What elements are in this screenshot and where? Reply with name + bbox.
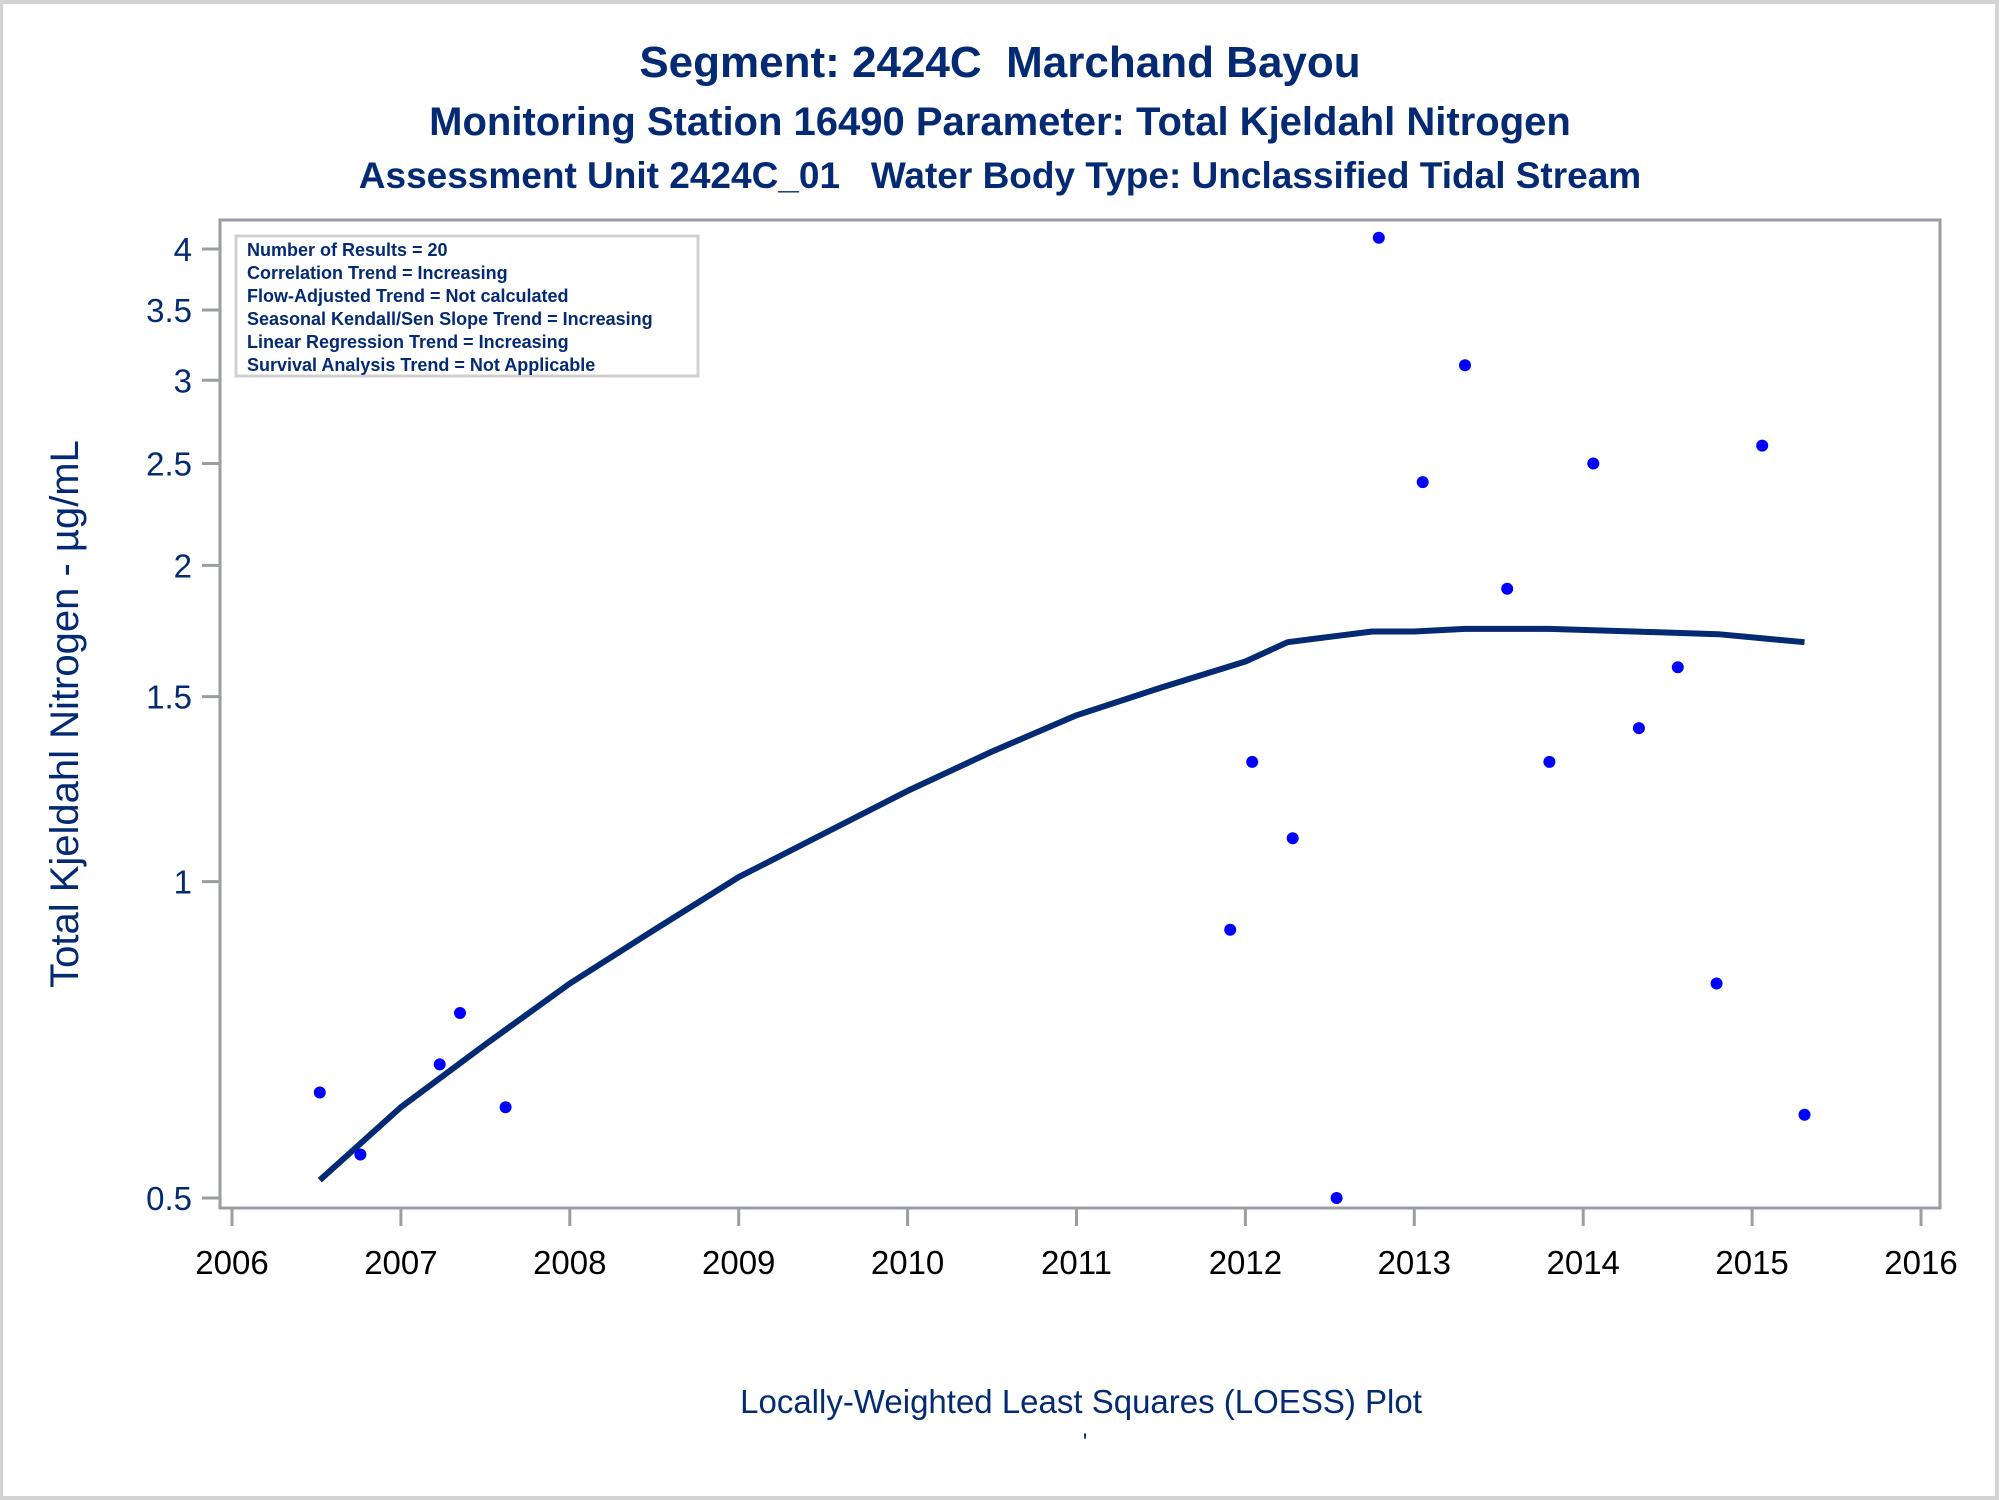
y-tick-label: 1 [174,864,192,901]
data-point [1632,722,1645,735]
data-point [1798,1108,1811,1121]
legend-line: Correlation Trend = Increasing [247,263,508,283]
data-point [1372,231,1385,244]
data-point [1459,359,1471,372]
x-axis-label: Locally-Weighted Least Squares (LOESS) P… [740,1383,1422,1420]
data-point [1246,755,1259,768]
data-point [354,1148,367,1161]
data-point [1416,476,1429,489]
data-point [433,1058,446,1071]
x-tick-label: 2016 [1884,1244,1957,1281]
y-tick-label: 3.5 [146,292,192,329]
x-tick-label: 2012 [1209,1244,1282,1281]
legend-line: Linear Regression Trend = Increasing [247,332,569,352]
data-point [1587,457,1600,470]
y-tick-label: 0.5 [146,1180,192,1217]
data-point [1224,923,1237,936]
x-tick-label: 2015 [1715,1244,1788,1281]
x-tick-label: 2009 [702,1244,775,1281]
legend-box [234,234,700,378]
x-tick-label: 2008 [533,1244,606,1281]
y-tick-label: 1.5 [146,679,192,716]
data-point [1671,661,1684,674]
x-tick-label: 2013 [1378,1244,1451,1281]
y-tick-label: 2 [174,547,192,584]
x-tick-label: 2011 [1041,1244,1112,1281]
data-point [1543,755,1556,768]
data-point [1330,1192,1343,1204]
chart-subtitle-2: Assessment Unit 2424C_01 Water Body Type… [358,155,1642,196]
y-axis: 0.5 1 1.5 2 2.5 3 3.5 4 [146,231,220,1217]
series [313,231,1811,1204]
x-tick-label: 2014 [1546,1244,1619,1281]
legend-line: Number of Results = 20 [247,240,448,260]
y-tick-label: 2.5 [146,445,192,482]
x-axis-label-mark: ' [1083,1429,1088,1456]
data-point [313,1086,326,1099]
data-point [1501,582,1514,595]
data-point [454,1007,466,1019]
legend: Number of Results = 20 Correlation Trend … [234,234,700,378]
chart-subtitle: Monitoring Station 16490 Parameter: Tota… [429,100,1571,144]
data-point [1710,977,1723,990]
data-point [499,1101,512,1114]
y-tick-label: 4 [174,231,192,268]
chart-title: Segment: 2424C Marchand Bayou [639,38,1361,87]
y-axis-label: Total Kjeldahl Nitrogen - µg/mL [43,440,87,988]
loess-line [317,625,1805,1183]
data-point [1286,832,1299,845]
data-point [1756,439,1769,452]
x-tick-label: 2006 [195,1244,268,1281]
y-tick-label: 3 [174,362,192,399]
legend-line: Survival Analysis Trend = Not Applicable [247,355,595,375]
x-tick-label: 2010 [871,1244,944,1281]
legend-line: Seasonal Kendall/Sen Slope Trend = Incre… [247,309,653,329]
x-axis: 2006 2007 2008 2009 2010 2011 2012 2013 2014 2015… [195,1208,1958,1281]
x-tick-label: 2007 [364,1244,437,1281]
legend-line: Flow-Adjusted Trend = Not calculated [247,286,569,306]
